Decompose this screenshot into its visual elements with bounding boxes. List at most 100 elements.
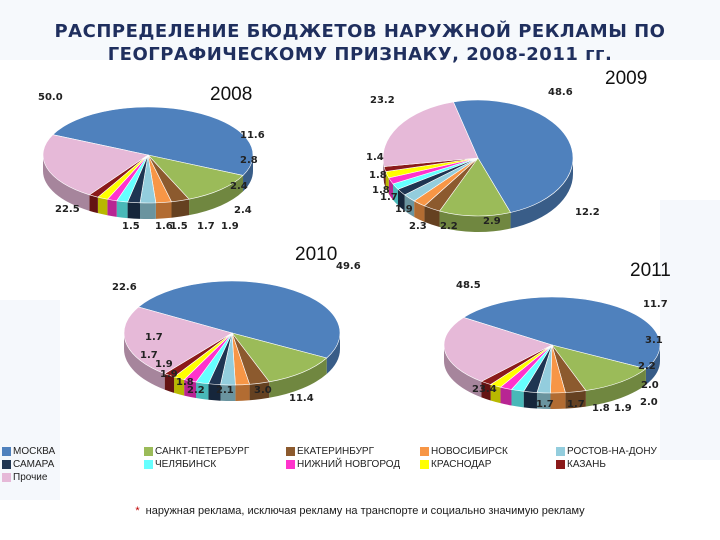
data-label-2011-4: 2.0	[641, 380, 659, 391]
data-label-2008-6: 1.7	[197, 221, 215, 232]
pie-slice-2009-0	[452, 99, 574, 213]
legend-swatch	[420, 460, 429, 469]
legend-swatch	[2, 447, 11, 456]
data-label-2008-2: 2.8	[240, 155, 258, 166]
legend-swatch	[144, 460, 153, 469]
footnote-star: *	[135, 505, 140, 517]
legend-label: РОСТОВ-НА-ДОНУ	[567, 446, 657, 457]
data-label-2010-4: 2.2	[187, 385, 205, 396]
data-label-2010-6: 1.9	[160, 369, 178, 380]
data-label-2009-4: 2.3	[409, 221, 427, 232]
pie-side-2011-4	[536, 392, 551, 409]
data-label-2011-5: 2.0	[640, 397, 658, 408]
pie-side-2010-2	[249, 381, 270, 401]
data-label-2010-5: 1.8	[176, 377, 194, 388]
pie-title-2008: 2008	[210, 84, 252, 105]
pie-slice-2011-1	[551, 344, 647, 391]
title-line-1: РАСПРЕДЕЛЕНИЕ БЮДЖЕТОВ НАРУЖНОЙ РЕКЛАМЫ …	[54, 21, 666, 42]
pie-side-2008-8	[97, 197, 108, 216]
pie-side-2009-5	[398, 189, 405, 211]
data-label-2009-9: 1.4	[366, 152, 384, 163]
pie-side-2008-9	[89, 194, 98, 214]
data-label-2009-2: 2.9	[483, 216, 501, 227]
legend-item-moscow: МОСКВА	[2, 446, 55, 457]
pie-side-2010-5	[208, 383, 221, 401]
data-label-2008-5: 1.9	[221, 221, 239, 232]
pie-side-2008-5	[127, 202, 141, 219]
pie-slice-2011-10	[443, 317, 553, 382]
data-label-2011-1: 11.7	[643, 299, 668, 310]
data-label-2011-7: 1.8	[592, 403, 610, 414]
legend-item-samara: САМАРА	[2, 459, 54, 470]
data-label-2010-1: 11.4	[289, 393, 314, 404]
title-line-2: ГЕОГРАФИЧЕСКОМУ ПРИЗНАКУ, 2008-2011 гг.	[107, 44, 613, 65]
data-label-2008-0: 50.0	[38, 92, 63, 103]
data-label-2009-6: 1.7	[380, 192, 398, 203]
data-label-2011-8: 1.7	[567, 399, 585, 410]
pie-side-2009-9	[384, 166, 386, 188]
pie-side-2010-8	[174, 376, 185, 396]
legend-item-ekb: ЕКАТЕРИНБУРГ	[286, 446, 374, 457]
data-label-2011-0: 48.5	[456, 280, 481, 291]
data-label-2010-9: 1.7	[145, 332, 163, 343]
data-label-2010-7: 1.9	[155, 359, 173, 370]
pie-side-2011-9	[481, 381, 491, 401]
legend-item-nsk: НОВОСИБИРСК	[420, 446, 508, 457]
pie-slice-2010-10	[123, 306, 233, 374]
legend-swatch	[2, 473, 11, 482]
legend-swatch	[286, 447, 295, 456]
data-label-2009-1: 12.2	[575, 207, 600, 218]
pie-side-2011-2	[565, 390, 586, 409]
pie-side-2009-3	[414, 200, 425, 222]
pie-side-2010-0	[326, 333, 340, 375]
data-label-2011-3: 2.2	[638, 361, 656, 372]
pie-side-2009-8	[385, 171, 389, 194]
legend-item-rostov: РОСТОВ-НА-ДОНУ	[556, 446, 657, 457]
pie-side-2008-3	[155, 201, 172, 219]
pie-slice-2010-0	[137, 280, 341, 359]
background-tile-right	[660, 200, 720, 460]
pie-side-2010-7	[184, 379, 197, 399]
legend-label: КАЗАНЬ	[567, 459, 606, 470]
pie-slice-2009-1	[439, 157, 512, 217]
data-label-2009-10: 23.2	[370, 95, 395, 106]
pie-side-2009-0	[510, 158, 573, 229]
legend-item-kazan: КАЗАНЬ	[556, 459, 606, 470]
slide-title: РАСПРЕДЕЛЕНИЕ БЮДЖЕТОВ НАРУЖНОЙ РЕКЛАМЫ …	[0, 20, 720, 66]
legend-label: САМАРА	[13, 459, 55, 470]
pie-slice-2010-1	[231, 332, 328, 383]
data-label-2010-2: 3.0	[254, 385, 272, 396]
pie-slice-2008-10	[42, 134, 149, 196]
pie-title-2011: 2011	[630, 260, 671, 281]
legend-label: МОСКВА	[13, 446, 56, 457]
data-label-2008-7: 1.5	[170, 221, 188, 232]
legend-item-spb: САНКТ-ПЕТЕРБУРГ	[144, 446, 249, 457]
legend-label: ЕКАТЕРИНБУРГ	[297, 446, 375, 457]
data-label-2009-5: 1.9	[395, 204, 413, 215]
legend-swatch	[556, 460, 565, 469]
pie-side-2010-10	[124, 333, 165, 390]
pie-side-2008-6	[116, 200, 128, 219]
data-label-2010-3: 2.1	[216, 385, 234, 396]
data-label-2010-0: 49.6	[336, 261, 361, 272]
pie-side-2009-2	[424, 205, 440, 228]
data-label-2008-9: 1.5	[122, 221, 140, 232]
data-label-2009-3: 2.2	[440, 221, 458, 232]
background-band	[0, 0, 720, 60]
pie-side-2010-9	[164, 373, 175, 393]
data-label-2008-10: 22.5	[55, 204, 80, 215]
data-label-2009-0: 48.6	[548, 87, 573, 98]
pie-side-2011-5	[523, 391, 537, 409]
pie-side-2010-6	[196, 382, 209, 400]
data-label-2011-9: 1.7	[536, 399, 554, 410]
footnote-text: наружная реклама, исключая рекламу на тр…	[145, 505, 585, 517]
pie-side-2011-6	[511, 389, 524, 408]
pie-side-2008-4	[140, 202, 156, 220]
pie-slice-2008-0	[52, 106, 254, 176]
legend-item-nnovgorod: НИЖНИЙ НОВГОРОД	[286, 459, 400, 470]
data-label-2008-8: 1.6	[155, 221, 173, 232]
legend-swatch	[2, 460, 11, 469]
pie-side-2009-1	[439, 211, 511, 232]
